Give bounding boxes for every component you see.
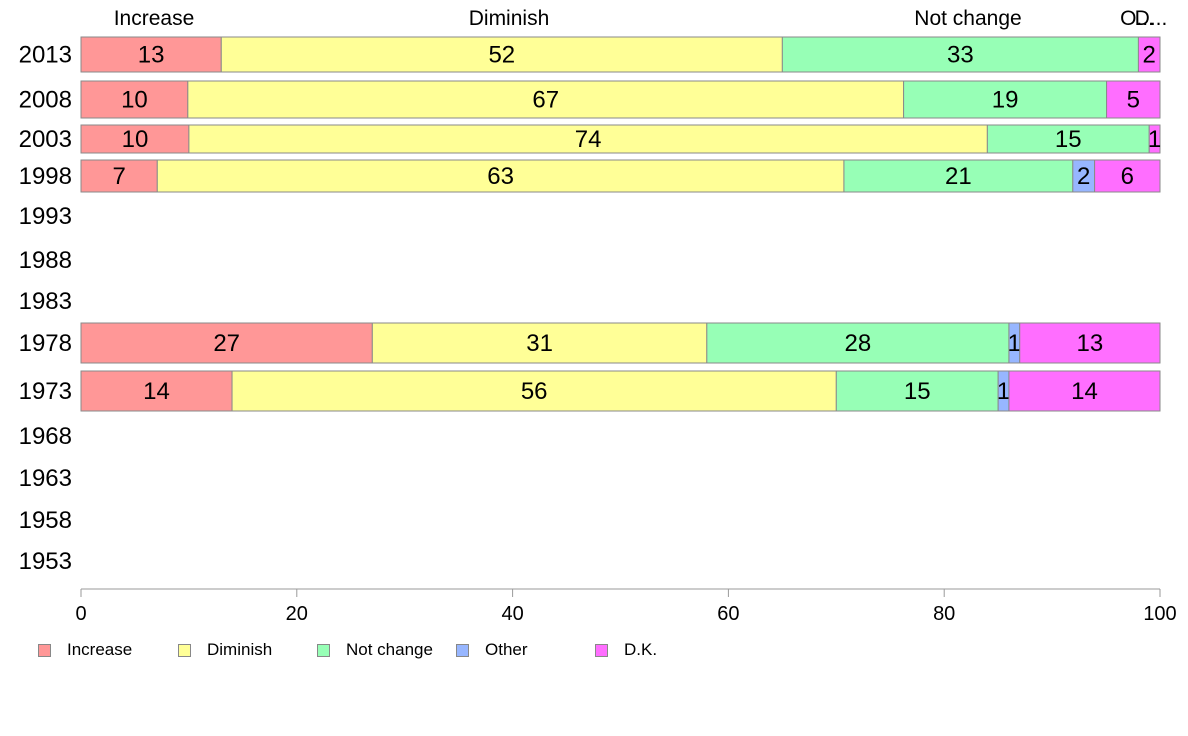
category-label: 2003 [19, 126, 72, 153]
category-label: 1968 [19, 423, 72, 450]
top-series-label: Not change [914, 7, 1021, 30]
legend-swatch [38, 643, 51, 657]
bar-segment [781, 36, 1139, 73]
bar-segment [1094, 159, 1161, 193]
bar-segment [188, 124, 988, 154]
legend-label: Not change [346, 640, 433, 659]
data-label: 6 [1121, 163, 1134, 190]
bar-segment [1106, 80, 1161, 119]
data-label: 1 [997, 378, 1010, 405]
data-label: 15 [904, 378, 931, 405]
legend-label: Other [485, 640, 528, 659]
data-label: 31 [526, 330, 553, 357]
bar-segment [986, 124, 1150, 154]
data-label: 15 [1055, 126, 1082, 153]
x-tick-label: 80 [933, 603, 955, 625]
category-label: 2013 [19, 42, 72, 69]
legend-item-other: Other [456, 640, 528, 660]
data-label: 33 [947, 42, 974, 69]
bar-segment [1019, 322, 1161, 364]
top-series-label: Diminish [469, 7, 550, 30]
legend-item-increase: Increase [38, 640, 132, 660]
data-label: 10 [122, 126, 149, 153]
x-tick-label: 60 [717, 603, 739, 625]
bar-segment [80, 159, 158, 193]
top-series-label: Increase [114, 7, 195, 30]
bar-segment [835, 370, 999, 412]
bar-segment [187, 80, 905, 119]
category-label: 1998 [19, 163, 72, 190]
top-series-label: O... [1120, 7, 1154, 30]
legend-item-not-change: Not change [317, 640, 433, 660]
legend-swatch [317, 643, 330, 657]
data-label: 28 [845, 330, 872, 357]
bar-segment [231, 370, 837, 412]
data-label: 1 [1148, 126, 1161, 153]
data-label: 14 [1071, 378, 1098, 405]
legend-swatch [178, 643, 191, 657]
bar-segment [1137, 36, 1161, 73]
category-label: 1988 [19, 247, 72, 274]
legend-swatch [456, 643, 469, 657]
data-label: 2 [1077, 163, 1090, 190]
data-label: 27 [213, 330, 240, 357]
bar-segment [1148, 124, 1161, 154]
bar-segment [706, 322, 1010, 364]
category-label: 1953 [19, 548, 72, 575]
data-label: 56 [521, 378, 548, 405]
category-label: 1983 [19, 288, 72, 315]
data-label: 2 [1143, 42, 1156, 69]
category-label: 1963 [19, 465, 72, 492]
bar-segment [80, 80, 189, 119]
legend-label: D.K. [624, 640, 658, 659]
category-label: 1978 [19, 330, 72, 357]
bar-segment [80, 370, 233, 412]
data-label: 74 [575, 126, 602, 153]
x-tick-label: 40 [501, 603, 523, 625]
legend-item-diminish: Diminish [178, 640, 272, 660]
bar-segment [371, 322, 708, 364]
data-label: 10 [121, 87, 148, 114]
x-tick-label: 0 [75, 603, 86, 625]
category-label: 1973 [19, 378, 72, 405]
data-label: 13 [138, 42, 165, 69]
data-label: 13 [1077, 330, 1104, 357]
legend-swatch [595, 643, 608, 657]
category-label: 2008 [19, 87, 72, 114]
data-label: 63 [487, 163, 514, 190]
legend-item-dk: D.K. [595, 640, 657, 660]
x-tick-label: 100 [1143, 603, 1176, 625]
data-label: 5 [1127, 87, 1140, 114]
data-label: 52 [488, 42, 515, 69]
data-label: 14 [143, 378, 170, 405]
legend-label: Diminish [207, 640, 273, 659]
bar-segment [80, 322, 373, 364]
bar-segment [156, 159, 845, 193]
legend-label: Increase [67, 640, 133, 659]
data-label: 21 [945, 163, 972, 190]
bar-segment [1008, 370, 1161, 412]
data-label: 67 [532, 87, 559, 114]
bar-segment [903, 80, 1108, 119]
category-label: 1958 [19, 507, 72, 534]
category-label: 1993 [19, 203, 72, 230]
top-series-label: D... [1135, 7, 1168, 30]
data-label: 7 [112, 163, 125, 190]
bar-segment [220, 36, 783, 73]
data-label: 1 [1008, 330, 1021, 357]
x-tick-label: 20 [286, 603, 308, 625]
bar-segment [80, 124, 190, 154]
bar-segment [80, 36, 222, 73]
data-label: 19 [992, 87, 1019, 114]
